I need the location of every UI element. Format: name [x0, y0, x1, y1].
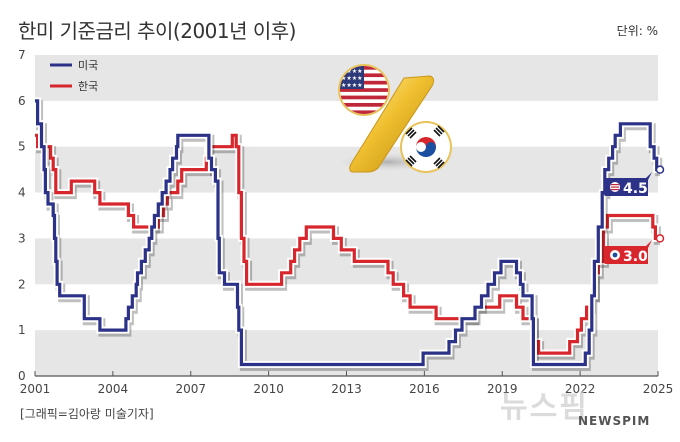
series-korea-line	[34, 131, 665, 360]
svg-text:★★★★: ★★★★	[341, 75, 363, 82]
kr-end-badge: 3.0	[604, 240, 652, 265]
series-end-marker	[655, 234, 665, 243]
y-axis-ticks: 0 1 2 3 4 5 6 7	[18, 48, 26, 383]
x-tick-label: 2022	[565, 382, 596, 396]
watermark: 뉴스핌	[500, 390, 589, 425]
svg-text:★★★★: ★★★★	[341, 68, 363, 75]
us-end-value: 4.5	[623, 181, 648, 197]
y-tick-label: 3	[18, 231, 26, 245]
svg-text:★★★★: ★★★★	[341, 82, 363, 89]
unit-label: 단위: %	[616, 24, 658, 38]
x-tick-label: 2025	[643, 382, 674, 396]
percent-slash-icon	[349, 75, 435, 173]
x-tick-label: 2010	[253, 382, 284, 396]
y-tick-label: 7	[18, 48, 26, 62]
x-tick-label: 2019	[487, 382, 518, 396]
y-tick-label: 0	[18, 369, 26, 383]
us-end-badge: 4.5	[604, 172, 652, 197]
watermark-sub: NEWSPIM	[578, 414, 651, 428]
x-tick-label: 2004	[98, 382, 129, 396]
graphic-credit: [그래픽=김아랑 미술기자]	[20, 407, 154, 421]
x-tick-label: 2013	[331, 382, 362, 396]
grid-bands	[35, 55, 658, 376]
x-tick-label: 2007	[175, 382, 206, 396]
x-tick-label: 2001	[20, 382, 51, 396]
series-us-line	[34, 97, 665, 371]
y-tick-label: 4	[18, 186, 26, 200]
kr-flag-icon	[400, 121, 452, 173]
y-tick-label: 6	[18, 94, 26, 108]
kr-end-value: 3.0	[623, 249, 648, 265]
y-tick-label: 1	[18, 323, 26, 337]
x-tick-label: 2016	[409, 382, 440, 396]
chart-title: 한미 기준금리 추이(2001년 이후)	[18, 19, 296, 43]
legend-kr-label: 한국	[78, 80, 98, 93]
y-tick-label: 5	[18, 140, 26, 154]
x-axis-ticks: 2001 2004 2007 2010 2013 2016 2019 2022 2025	[20, 371, 674, 396]
legend-us-label: 미국	[78, 59, 98, 72]
percent-flag-illustration: ★★★★ ★★★★ ★★★★	[338, 64, 452, 173]
us-flag-icon: ★★★★ ★★★★ ★★★★	[338, 64, 390, 116]
y-tick-label: 2	[18, 277, 26, 291]
legend: 미국 한국	[50, 59, 98, 93]
series-end-marker	[655, 165, 665, 174]
